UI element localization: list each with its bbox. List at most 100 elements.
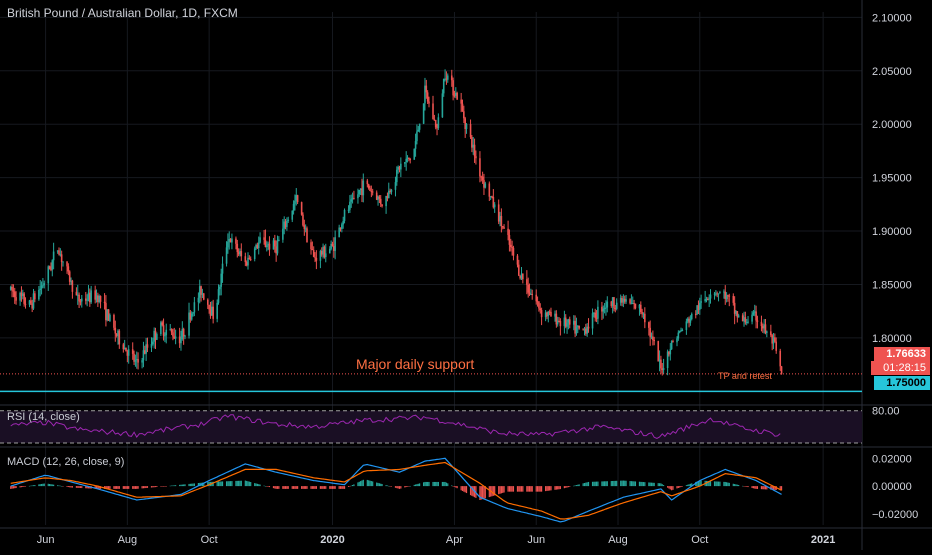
candle-body bbox=[283, 221, 286, 229]
macd-histogram-bar bbox=[550, 486, 552, 491]
candle-body bbox=[208, 304, 210, 310]
macd-histogram-bar bbox=[274, 486, 276, 489]
macd-histogram-bar bbox=[70, 486, 72, 488]
macd-histogram-bar bbox=[689, 483, 692, 487]
macd-histogram-bar bbox=[71, 486, 73, 488]
candle-body bbox=[603, 307, 606, 309]
macd-histogram-bar bbox=[432, 481, 434, 487]
candle-body bbox=[456, 92, 458, 100]
macd-histogram-bar bbox=[175, 485, 177, 487]
candle-body bbox=[653, 340, 656, 342]
candle-body bbox=[696, 305, 698, 315]
macd-histogram-bar bbox=[315, 486, 317, 489]
macd-histogram-bar bbox=[197, 483, 200, 487]
candle-body bbox=[126, 351, 129, 356]
macd-histogram-bar bbox=[94, 486, 96, 489]
candle-body bbox=[339, 227, 342, 230]
candle-body bbox=[272, 240, 275, 250]
macd-histogram-bar bbox=[591, 481, 594, 487]
macd-histogram-bar bbox=[621, 480, 623, 487]
macd-histogram-bar bbox=[240, 480, 242, 487]
candle-body bbox=[727, 295, 729, 297]
candle-body bbox=[583, 328, 586, 330]
macd-histogram-bar bbox=[735, 484, 737, 487]
macd-histogram-bar bbox=[11, 486, 13, 489]
candle-body bbox=[389, 190, 391, 192]
candle-body bbox=[652, 336, 654, 341]
macd-histogram-bar bbox=[443, 481, 445, 487]
macd-histogram-bar bbox=[727, 482, 729, 487]
macd-histogram-bar bbox=[22, 486, 24, 487]
macd-histogram-bar bbox=[774, 486, 776, 490]
candle-body bbox=[170, 329, 173, 333]
macd-histogram-bar bbox=[276, 486, 279, 489]
macd-histogram-bar bbox=[667, 486, 669, 488]
candle-body bbox=[385, 196, 387, 207]
candle-body bbox=[680, 330, 682, 332]
macd-histogram-bar bbox=[272, 486, 275, 489]
macd-histogram-bar bbox=[381, 484, 383, 487]
macd-histogram-bar bbox=[658, 483, 661, 487]
candle-body bbox=[180, 339, 182, 344]
macd-histogram-bar bbox=[51, 484, 53, 487]
candle-body bbox=[672, 341, 674, 343]
candle-body bbox=[378, 196, 381, 199]
candle-body bbox=[342, 220, 344, 225]
macd-histogram-bar bbox=[612, 480, 614, 487]
macd-histogram-bar bbox=[20, 486, 23, 488]
candle-body bbox=[644, 313, 646, 323]
macd-histogram-bar bbox=[369, 480, 371, 487]
macd-histogram-bar bbox=[57, 485, 59, 487]
macd-histogram-bar bbox=[105, 486, 107, 489]
macd-histogram-bar bbox=[567, 486, 570, 488]
candle-body bbox=[86, 299, 88, 301]
macd-histogram-bar bbox=[333, 486, 335, 489]
macd-histogram-bar bbox=[593, 481, 595, 487]
candle-body bbox=[169, 329, 172, 331]
candle-body bbox=[217, 289, 220, 303]
candle-body bbox=[480, 176, 483, 178]
macd-histogram-bar bbox=[284, 486, 287, 489]
candle-body bbox=[164, 335, 166, 337]
candle-body bbox=[396, 169, 398, 183]
macd-histogram-bar bbox=[207, 482, 209, 487]
macd-histogram-bar bbox=[145, 486, 147, 489]
candle-body bbox=[428, 101, 430, 104]
macd-histogram-bar bbox=[394, 486, 397, 488]
macd-histogram-bar bbox=[453, 486, 456, 487]
candle-body bbox=[379, 198, 382, 205]
macd-histogram-bar bbox=[203, 482, 205, 487]
macd-histogram-bar bbox=[319, 486, 322, 489]
candle-body bbox=[206, 299, 209, 305]
candle-body bbox=[338, 227, 340, 238]
candle-body bbox=[747, 321, 749, 323]
macd-histogram-bar bbox=[566, 486, 568, 488]
candle-body bbox=[274, 240, 276, 247]
macd-histogram-bar bbox=[672, 486, 674, 490]
candle-body bbox=[601, 306, 603, 312]
candle-body bbox=[681, 329, 684, 331]
macd-histogram-bar bbox=[144, 486, 146, 489]
rsi-tick-label: 80.00 bbox=[872, 406, 900, 418]
candle-body bbox=[452, 80, 454, 96]
macd-histogram-bar bbox=[447, 483, 449, 487]
macd-histogram-bar bbox=[779, 486, 781, 491]
candle-body bbox=[422, 103, 425, 124]
macd-histogram-bar bbox=[378, 483, 380, 487]
candle-body bbox=[192, 312, 194, 314]
candle-body bbox=[350, 199, 353, 202]
candle-body bbox=[503, 227, 505, 229]
candle-body bbox=[492, 197, 495, 208]
macd-histogram-bar bbox=[642, 482, 645, 487]
candle-body bbox=[390, 189, 393, 192]
candle-body bbox=[334, 237, 336, 251]
candle-body bbox=[650, 336, 653, 338]
candle-body bbox=[282, 228, 284, 240]
macd-histogram-bar bbox=[653, 482, 655, 487]
candle-body bbox=[404, 162, 406, 164]
candle-body bbox=[235, 238, 237, 244]
macd-histogram-bar bbox=[39, 484, 41, 487]
macd-histogram-bar bbox=[254, 483, 256, 487]
